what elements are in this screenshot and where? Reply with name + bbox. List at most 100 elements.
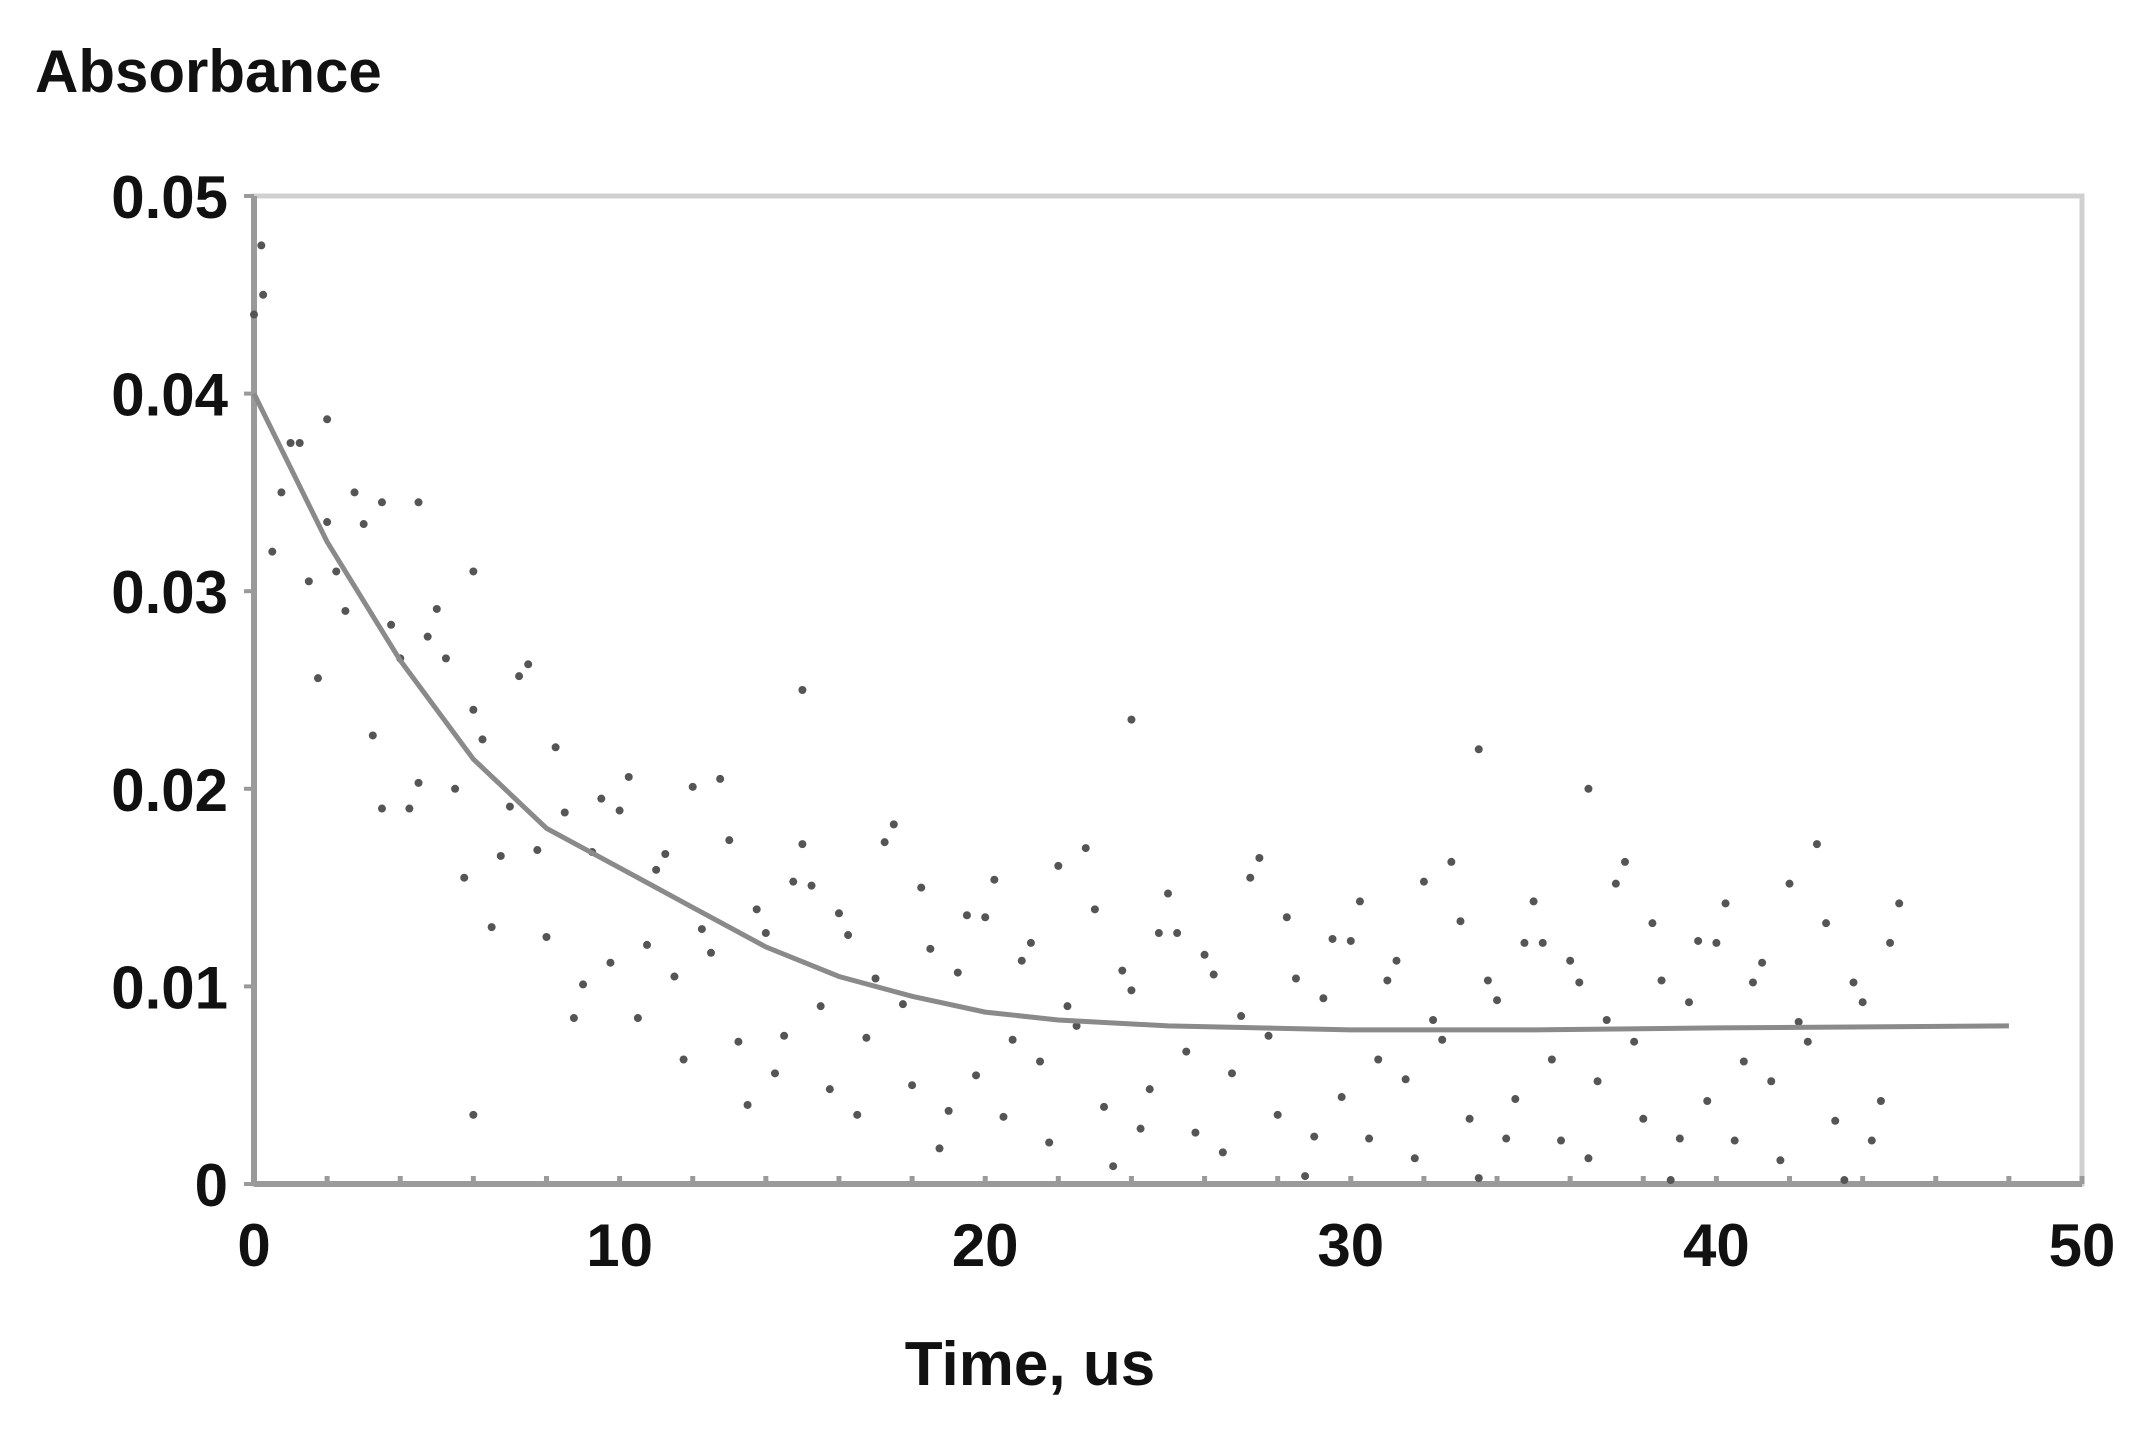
data-point	[1867, 1136, 1876, 1145]
data-point	[752, 905, 761, 914]
data-point	[1136, 1124, 1145, 1133]
data-point	[1575, 978, 1584, 987]
data-point	[257, 241, 266, 250]
data-point	[944, 1106, 953, 1115]
data-point	[780, 1031, 789, 1040]
data-point	[542, 933, 551, 941]
data-point	[377, 804, 386, 813]
data-point	[560, 808, 569, 817]
data-point	[734, 1037, 743, 1046]
data-point	[1602, 1015, 1611, 1024]
data-point	[469, 705, 478, 714]
data-point	[624, 772, 633, 781]
data-point	[1767, 1077, 1776, 1086]
data-point	[1291, 974, 1300, 983]
y-tick-label: 0.02	[111, 757, 228, 824]
data-point	[1611, 879, 1620, 888]
data-point	[469, 567, 478, 576]
data-point	[1145, 1085, 1154, 1094]
data-point	[1474, 745, 1483, 754]
data-point	[1465, 1114, 1474, 1123]
data-point	[1831, 1116, 1840, 1125]
data-point	[962, 911, 971, 920]
x-tick-label: 50	[2049, 1212, 2116, 1279]
data-point	[350, 488, 359, 497]
data-point	[1154, 929, 1163, 938]
data-point	[1502, 1134, 1511, 1143]
data-point	[1301, 1172, 1310, 1181]
x-tick-label: 40	[1683, 1212, 1750, 1279]
data-point	[1703, 1097, 1712, 1106]
data-point	[1694, 936, 1703, 945]
data-point	[1282, 913, 1291, 922]
data-point	[953, 968, 962, 977]
data-point	[1054, 861, 1063, 870]
data-point	[1648, 919, 1657, 928]
data-point	[1200, 950, 1209, 959]
y-tick-label: 0.03	[111, 559, 228, 626]
data-point	[1017, 956, 1026, 965]
data-point	[1100, 1102, 1109, 1111]
data-point	[332, 567, 341, 576]
data-point	[387, 620, 396, 629]
data-point	[1639, 1114, 1648, 1123]
data-point	[1255, 853, 1264, 862]
data-point	[1063, 1002, 1072, 1011]
data-point	[1026, 938, 1035, 947]
y-tick-label: 0.04	[111, 362, 228, 429]
data-point	[853, 1110, 862, 1119]
data-point	[1218, 1148, 1227, 1157]
data-point	[1758, 958, 1767, 967]
data-point	[268, 547, 277, 556]
data-point	[368, 731, 377, 740]
data-point	[643, 940, 652, 949]
data-point	[1520, 938, 1529, 947]
data-point	[1876, 1097, 1885, 1106]
data-point	[1456, 917, 1465, 926]
y-axis-title: Absorbance	[35, 38, 382, 105]
data-point	[524, 660, 533, 669]
data-point	[1191, 1128, 1200, 1137]
data-point	[1429, 1015, 1438, 1024]
data-point	[359, 520, 368, 529]
data-point	[1739, 1057, 1748, 1066]
data-point	[1483, 976, 1492, 985]
data-point	[670, 972, 679, 981]
data-point	[515, 672, 524, 681]
data-point	[1127, 986, 1136, 995]
data-point	[844, 931, 853, 940]
data-point	[1319, 994, 1328, 1003]
data-point	[487, 923, 496, 932]
data-point	[1045, 1138, 1054, 1147]
data-point	[1684, 998, 1693, 1007]
data-point	[615, 806, 624, 815]
data-point	[1173, 929, 1182, 938]
data-point	[972, 1071, 981, 1080]
data-point	[277, 488, 286, 497]
data-point	[743, 1100, 752, 1109]
data-point	[250, 310, 258, 319]
data-point	[441, 654, 450, 663]
y-tick-label: 0.05	[111, 164, 228, 231]
data-point	[1264, 1031, 1273, 1040]
data-point	[1246, 873, 1255, 882]
data-point	[1584, 1154, 1593, 1163]
x-tick-label: 0	[237, 1212, 270, 1279]
data-point	[1630, 1037, 1639, 1046]
data-point	[761, 929, 770, 938]
data-point	[1730, 1136, 1739, 1145]
data-point	[1118, 966, 1127, 975]
data-point	[1081, 844, 1090, 853]
data-point	[1474, 1174, 1483, 1183]
data-point	[1410, 1154, 1419, 1163]
data-point	[798, 840, 807, 849]
data-point	[917, 883, 926, 892]
data-point	[697, 925, 706, 934]
data-point	[259, 290, 268, 299]
data-point	[1447, 857, 1456, 866]
data-point	[770, 1069, 779, 1078]
data-point	[862, 1033, 871, 1042]
data-point	[295, 439, 304, 447]
data-point	[1365, 1134, 1374, 1143]
